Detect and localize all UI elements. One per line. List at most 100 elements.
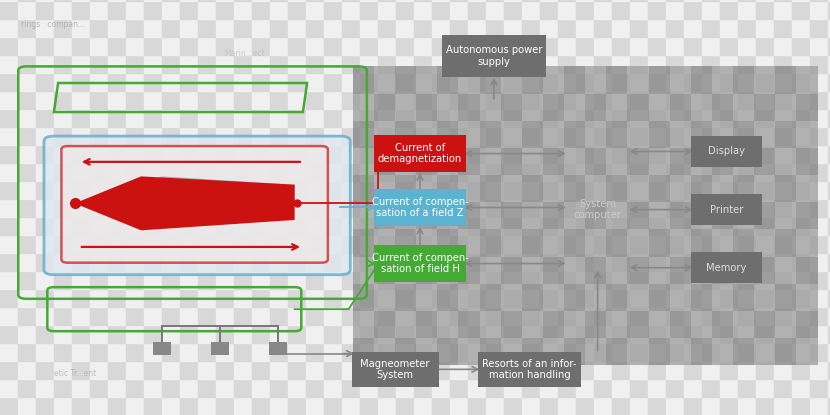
Bar [775,121,797,148]
Bar [720,1,738,19]
Bar [353,284,374,311]
Bar [126,271,144,289]
Bar [416,229,437,256]
Bar [198,397,216,415]
Bar [576,145,594,163]
Bar [108,379,126,397]
Bar [480,121,500,148]
Bar [666,289,684,307]
Bar [756,253,774,271]
Bar [288,163,306,181]
Bar [216,217,234,235]
Bar [540,325,558,343]
Bar [558,343,576,361]
Bar [72,289,90,307]
Bar [630,307,648,325]
Bar [36,379,54,397]
Bar [416,256,437,284]
Bar [630,127,648,145]
Bar [180,73,198,91]
Bar [198,253,216,271]
Bar [432,55,450,73]
Bar [828,55,830,73]
Bar [378,37,396,55]
Bar [666,127,684,145]
Bar [754,284,775,311]
Bar [540,379,558,397]
Bar [198,73,216,91]
Bar [360,325,378,343]
Bar [648,148,670,175]
Bar [630,397,648,415]
Bar [480,284,500,311]
Bar [712,338,733,365]
Bar [630,379,648,397]
Bar [666,397,684,415]
Bar [234,361,252,379]
Bar [756,271,774,289]
Bar [450,271,468,289]
Bar [792,361,810,379]
Bar [90,361,108,379]
Bar [144,181,162,199]
Bar [540,217,558,235]
Bar [0,361,18,379]
Bar [306,145,324,163]
Bar [792,289,810,307]
Bar [324,397,342,415]
Bar [144,91,162,109]
Bar [18,55,36,73]
Bar [90,91,108,109]
Bar [414,0,432,1]
Bar [756,181,774,199]
Bar [612,163,630,181]
Bar [558,0,576,1]
Bar [756,397,774,415]
Bar [360,109,378,127]
Bar [90,37,108,55]
Bar [486,217,504,235]
Bar [670,121,691,148]
Bar [648,121,670,148]
Bar [252,163,270,181]
Text: Current of compen-
sation of field H: Current of compen- sation of field H [372,253,468,274]
Bar [468,91,486,109]
Bar [108,181,126,199]
Bar [720,55,738,73]
Bar [54,145,72,163]
Bar [702,73,720,91]
Bar [606,256,627,284]
Bar [396,163,414,181]
Bar [468,163,486,181]
Bar [585,148,606,175]
Bar [324,19,342,37]
Bar [797,256,818,284]
Bar [90,235,108,253]
Bar [378,145,396,163]
Bar [108,91,126,109]
Bar [828,0,830,1]
Bar [72,379,90,397]
Bar [576,343,594,361]
Bar [522,148,543,175]
Bar [180,343,198,361]
Bar [198,217,216,235]
Bar [774,1,792,19]
Bar [216,1,234,19]
Bar [54,379,72,397]
Bar [432,109,450,127]
Bar [234,217,252,235]
Bar [486,361,504,379]
Bar [0,19,18,37]
Bar [738,343,756,361]
Bar [162,91,180,109]
Bar [540,307,558,325]
Bar [576,253,594,271]
Bar [792,55,810,73]
Bar [504,0,522,1]
Bar [72,235,90,253]
Bar [72,91,90,109]
Bar [162,37,180,55]
Text: Marin...ect: Marin...ect [224,49,265,58]
Bar [162,343,180,361]
